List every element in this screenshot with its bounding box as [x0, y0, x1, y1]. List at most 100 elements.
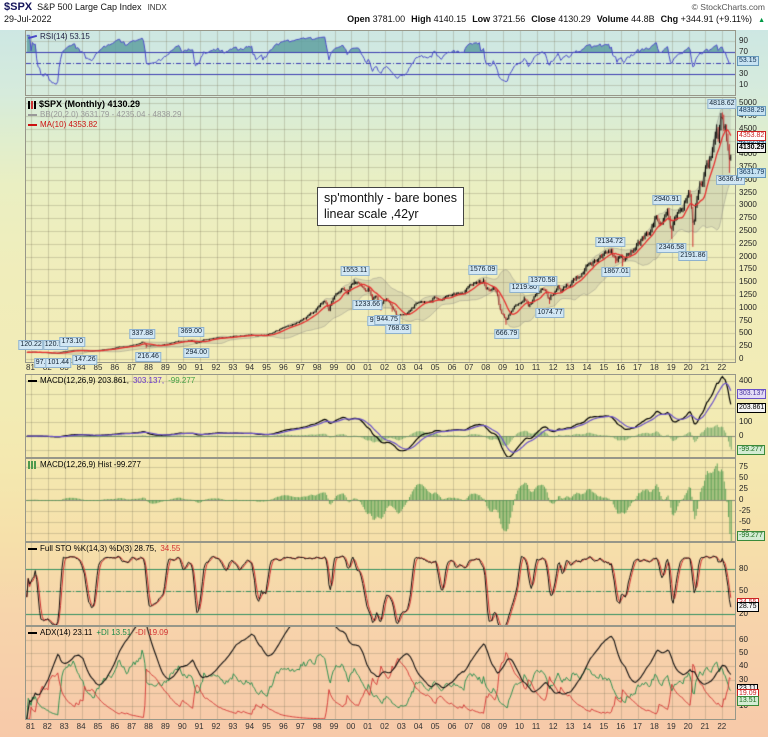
y-axis-tick-label: 40 [739, 661, 748, 671]
x-axis-year-label: 01 [363, 722, 373, 731]
x-axis-year-label: 15 [599, 722, 609, 731]
x-axis-year-label: 19 [666, 722, 676, 731]
legend-row: MACD(12,26,9) Hist -99.277 [28, 460, 145, 470]
price-annotation: 294.00 [183, 347, 209, 358]
x-axis-year-label: 19 [666, 363, 676, 372]
x-axis-year-label: 97 [295, 363, 305, 372]
price-annotation: 1553.11 [340, 266, 370, 277]
candles-icon [28, 100, 36, 109]
y-axis-tick-label: 50 [739, 472, 748, 482]
price-annotation: 1074.77 [535, 307, 565, 318]
legend-text: ADX(14) 23.11 [28, 628, 92, 637]
legend-label: ADX(14) 23.11 [40, 628, 93, 637]
x-axis-year-label: 89 [160, 363, 170, 372]
legend-text: $SPX (Monthly) 4130.29 [28, 99, 140, 109]
legend-label: +DI 13.51 [96, 628, 132, 637]
x-axis-year-label: 08 [481, 363, 491, 372]
x-axis-year-label: 94 [245, 363, 255, 372]
x-axis-year-label: 91 [194, 722, 204, 731]
y-axis-tick-label: 400 [739, 375, 753, 385]
quote-label: High [411, 14, 434, 24]
x-axis-year-label: 20 [683, 363, 693, 372]
price-annotation: 4818.62 [707, 99, 737, 110]
ohlc-quote-strip: Open 3781.00 High 4140.15 Low 3721.56 Close… [347, 14, 765, 24]
y-axis-tick-label: 1500 [739, 277, 757, 287]
x-axis-year-label: 10 [515, 722, 524, 731]
price-annotation: 120.22 [18, 339, 44, 350]
x-axis-year-label: 87 [127, 722, 137, 731]
legend-label: MACD(12,26,9) Hist -99.277 [40, 460, 141, 469]
x-axis-year-label: 04 [413, 722, 423, 731]
y-axis-tick-label: 30 [739, 69, 748, 79]
y-axis-tick-label: 25 [739, 483, 748, 493]
price-annotation: 1233.66 [352, 299, 383, 310]
last-value-box: 53.15 [737, 56, 759, 67]
legend-text: MACD(12,26,9) 203.861, [28, 376, 129, 385]
x-axis-year-label: 95 [262, 363, 272, 372]
x-axis-year-label: 86 [110, 363, 120, 372]
panel-canvas-hist [26, 459, 735, 541]
legend-row: MACD(12,26,9) 203.861, 303.137, -99.277 [28, 376, 199, 386]
dash-icon [28, 113, 37, 116]
legend-text: 303.137, [133, 376, 164, 385]
x-axis-year-label: 92 [211, 363, 221, 372]
last-value-box: 4130.29 [737, 142, 767, 153]
last-value-box: 203.861 [737, 402, 767, 413]
legend-row: BB(20,2.0) 3631.79 - 4235.04 - 4838.29 [28, 110, 185, 120]
price-annotation: 216.46 [135, 351, 161, 362]
x-axis-year-label: 94 [245, 722, 255, 731]
price-annotation: 1867.01 [601, 267, 631, 278]
y-axis-tick-label: -50 [739, 517, 751, 527]
y-axis-tick-label: 80 [739, 564, 748, 574]
legend-row: $SPX (Monthly) 4130.29 [28, 99, 185, 110]
x-axis-year-label: 21 [700, 363, 710, 372]
x-axis-year-label: 87 [127, 363, 137, 372]
y-axis-tick-label: 5000 [739, 98, 757, 108]
x-axis-year-label: 84 [76, 722, 86, 731]
x-axis-year-label: 22 [717, 363, 727, 372]
x-axis-year-label: 13 [565, 363, 575, 372]
x-axis-year-label: 90 [177, 722, 187, 731]
legend-label: 34.55 [160, 544, 181, 553]
legend-text: 34.55 [160, 544, 180, 553]
price-annotation: 666.79 [493, 328, 520, 339]
quote-label: Open [347, 14, 373, 24]
change-up-arrow-icon: ▲ [758, 17, 765, 24]
symbol: $SPX [4, 1, 33, 13]
x-axis-year-label: 04 [413, 363, 423, 372]
last-value-box: -99.277 [737, 531, 765, 541]
quote-label: Low [472, 14, 493, 24]
price-annotation: 1370.58 [528, 275, 558, 286]
watermark: © StockCharts.com [691, 2, 765, 12]
quote-label: Close [531, 14, 559, 24]
y-axis-tick-label: 3500 [739, 174, 757, 184]
price-annotation: 2346.58 [656, 242, 687, 253]
x-axis-year-label: 89 [160, 722, 170, 731]
legend-row: Full STO %K(14,3) %D(3) 28.75, 34.55 [28, 544, 184, 554]
x-axis-year-label: 99 [329, 722, 339, 731]
x-axis-year-label: 91 [194, 363, 204, 372]
x-axis-year-label: 18 [649, 722, 659, 731]
x-axis-year-label: 16 [616, 722, 626, 731]
quote-value: 3781.00 [372, 14, 406, 24]
dash-icon [28, 379, 37, 382]
x-axis-year-label: 85 [93, 722, 103, 731]
legend-text: RSI(14) 53.15 [27, 32, 90, 41]
price-annotation: 1219.80 [509, 283, 539, 294]
annotation-note-line1: sp'monthly - bare bones [324, 191, 458, 205]
x-axis-year-label: 03 [396, 722, 406, 731]
panel-canvas-rsi [26, 31, 735, 95]
x-axis-year-label: 06 [447, 722, 457, 731]
panel-adx [25, 626, 736, 720]
last-value-box: 28.75 [737, 602, 759, 613]
line-icon [27, 34, 38, 40]
x-axis-year-label: 12 [548, 363, 558, 372]
x-axis-year-label: 02 [380, 363, 390, 372]
y-axis-tick-label: 3250 [739, 187, 757, 197]
panel-sto [25, 542, 736, 626]
x-axis-year-label: 07 [464, 363, 474, 372]
x-axis-year-label: 81 [26, 722, 35, 731]
y-axis-tick-label: 2250 [739, 238, 757, 248]
x-axis-year-label: 01 [363, 363, 373, 372]
